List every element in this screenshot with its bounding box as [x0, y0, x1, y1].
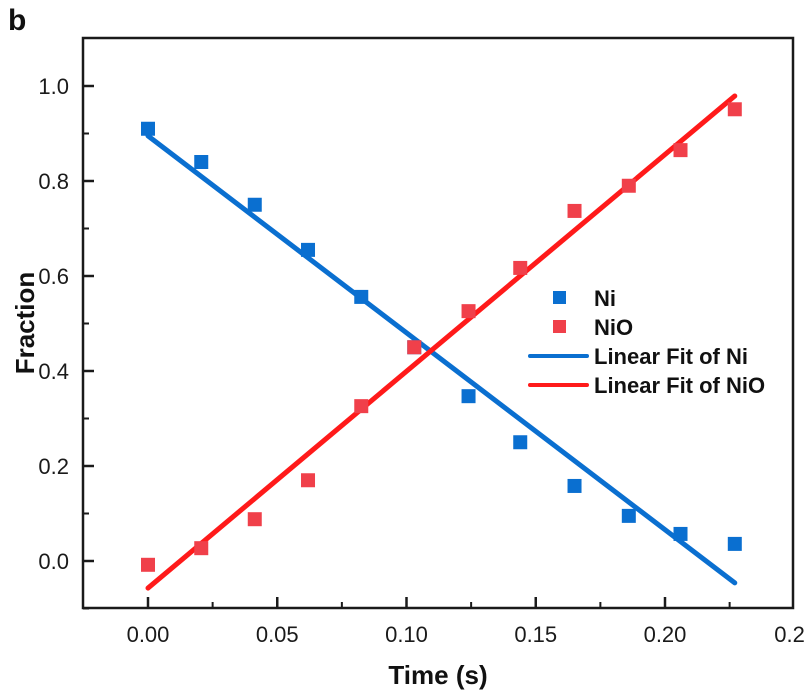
data-points	[141, 102, 742, 572]
y-tick-label: 0.0	[38, 549, 69, 574]
legend-label: Ni	[594, 286, 616, 311]
legend-label: Linear Fit of Ni	[594, 344, 748, 369]
y-tick-label: 0.2	[38, 454, 69, 479]
legend: Ni NiO Linear Fit of Ni Linear Fit of NiO	[528, 286, 765, 398]
point-ni	[727, 536, 742, 551]
x-tick-label: 0.05	[256, 622, 299, 647]
legend-marker-nio	[553, 320, 566, 333]
panel-label: b	[8, 4, 26, 37]
x-tick-label: 0.20	[644, 622, 687, 647]
legend-marker-ni	[553, 291, 566, 304]
x-axis-ticks: 0.00 0.05 0.10 0.15 0.20 0.2	[127, 597, 805, 647]
point-nio	[621, 178, 636, 193]
point-nio	[141, 557, 155, 572]
fit-line-linear-fit-of-nio	[145, 93, 738, 591]
point-nio	[407, 340, 422, 355]
x-tick-label: 0.10	[385, 622, 428, 647]
point-ni	[461, 389, 476, 404]
x-tick-label: 0.2	[774, 622, 805, 647]
legend-label: NiO	[594, 315, 633, 340]
point-nio	[727, 102, 742, 117]
point-ni	[354, 289, 369, 304]
y-tick-label: 0.8	[38, 169, 69, 194]
point-nio	[194, 541, 209, 556]
point-nio	[461, 304, 476, 319]
fit-lines	[145, 93, 738, 591]
point-nio	[673, 143, 688, 158]
point-nio	[247, 512, 262, 527]
point-ni	[621, 508, 636, 523]
plot-frame	[81, 36, 795, 610]
point-ni	[567, 478, 582, 493]
point-nio	[354, 399, 369, 414]
y-tick-label: 0.6	[38, 264, 69, 289]
legend-label: Linear Fit of NiO	[594, 373, 765, 398]
point-ni	[194, 155, 209, 169]
y-axis-title: Fraction	[10, 272, 40, 375]
x-tick-label: 0.00	[127, 622, 170, 647]
point-nio	[301, 473, 316, 488]
y-axis-ticks: 0.0 0.2 0.4 0.6 0.8 1.0	[38, 74, 94, 610]
x-tick-label: 0.15	[514, 622, 557, 647]
x-axis-title: Time (s)	[388, 660, 487, 690]
y-tick-label: 1.0	[38, 74, 69, 99]
point-ni	[513, 435, 528, 450]
point-nio	[513, 260, 528, 275]
fit-line-linear-fit-of-ni	[145, 133, 738, 586]
point-ni	[673, 526, 688, 541]
point-ni	[301, 242, 316, 257]
y-tick-label: 0.4	[38, 359, 69, 384]
point-nio	[567, 203, 582, 218]
point-ni	[141, 121, 155, 136]
point-ni	[247, 197, 262, 212]
